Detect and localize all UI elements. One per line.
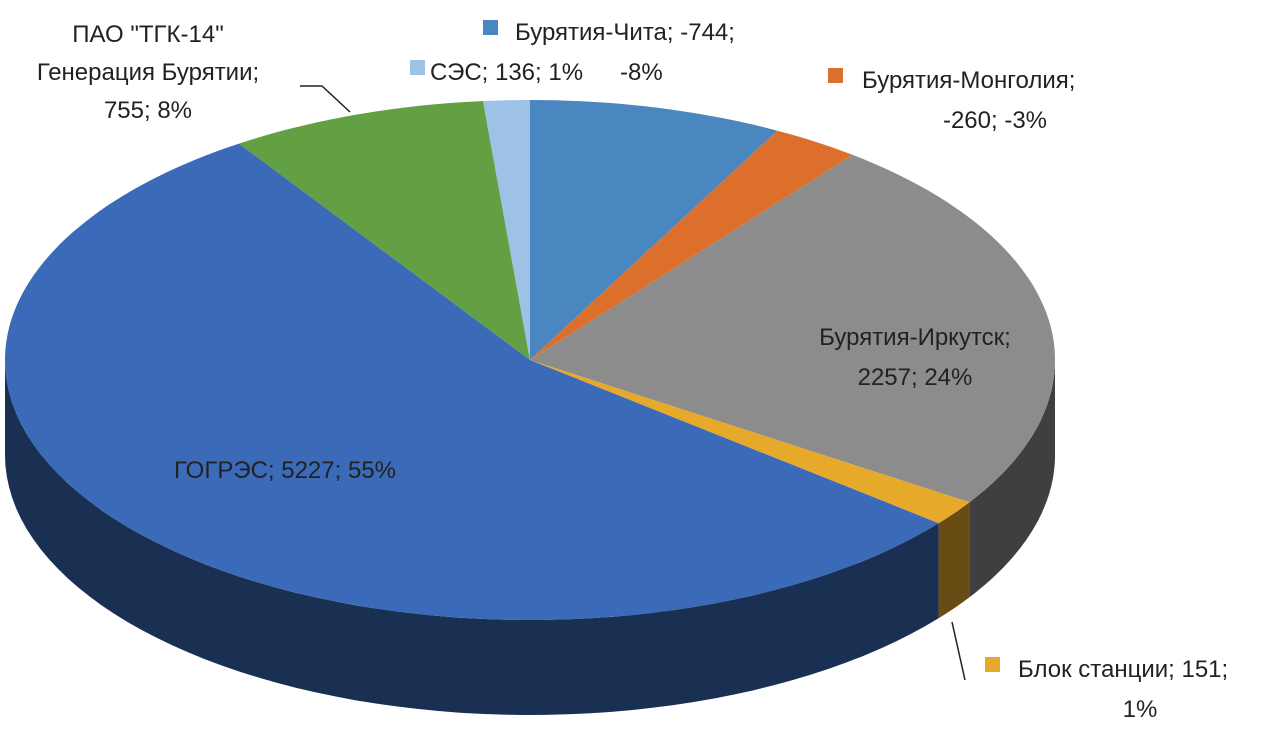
data-label: 1% — [1123, 696, 1158, 723]
data-label: Генерация Бурятии; — [37, 59, 259, 86]
data-label: Блок станции; 151; — [1018, 656, 1228, 683]
slice — [530, 154, 1055, 503]
slice — [530, 360, 970, 524]
data-label: Бурятия-Монголия; — [862, 67, 1075, 94]
data-label: 2257; 24% — [858, 364, 973, 391]
data-label: Бурятия-Чита; -744; — [515, 19, 735, 46]
slice — [239, 101, 530, 360]
slice — [530, 100, 778, 360]
legend-key — [483, 20, 498, 35]
slice — [483, 100, 530, 360]
data-label: 755; 8% — [104, 97, 192, 124]
leader-line — [300, 85, 351, 113]
leader-line — [951, 621, 966, 681]
slice — [530, 130, 853, 360]
data-label: -8% — [620, 59, 663, 86]
data-label: -260; -3% — [943, 107, 1047, 134]
data-label: Бурятия-Иркутск; — [819, 324, 1011, 351]
slice-side — [5, 360, 939, 715]
legend-key — [410, 60, 425, 75]
legend-key — [985, 657, 1000, 672]
legend-key — [828, 68, 843, 83]
slice-side — [938, 502, 970, 619]
data-label: ПАО "ТГК-14" — [72, 21, 223, 48]
data-label: ГОГРЭС; 5227; 55% — [174, 457, 396, 484]
slice-side — [969, 360, 1055, 598]
slice — [5, 143, 939, 620]
data-label: СЭС; 136; 1% — [430, 59, 583, 86]
